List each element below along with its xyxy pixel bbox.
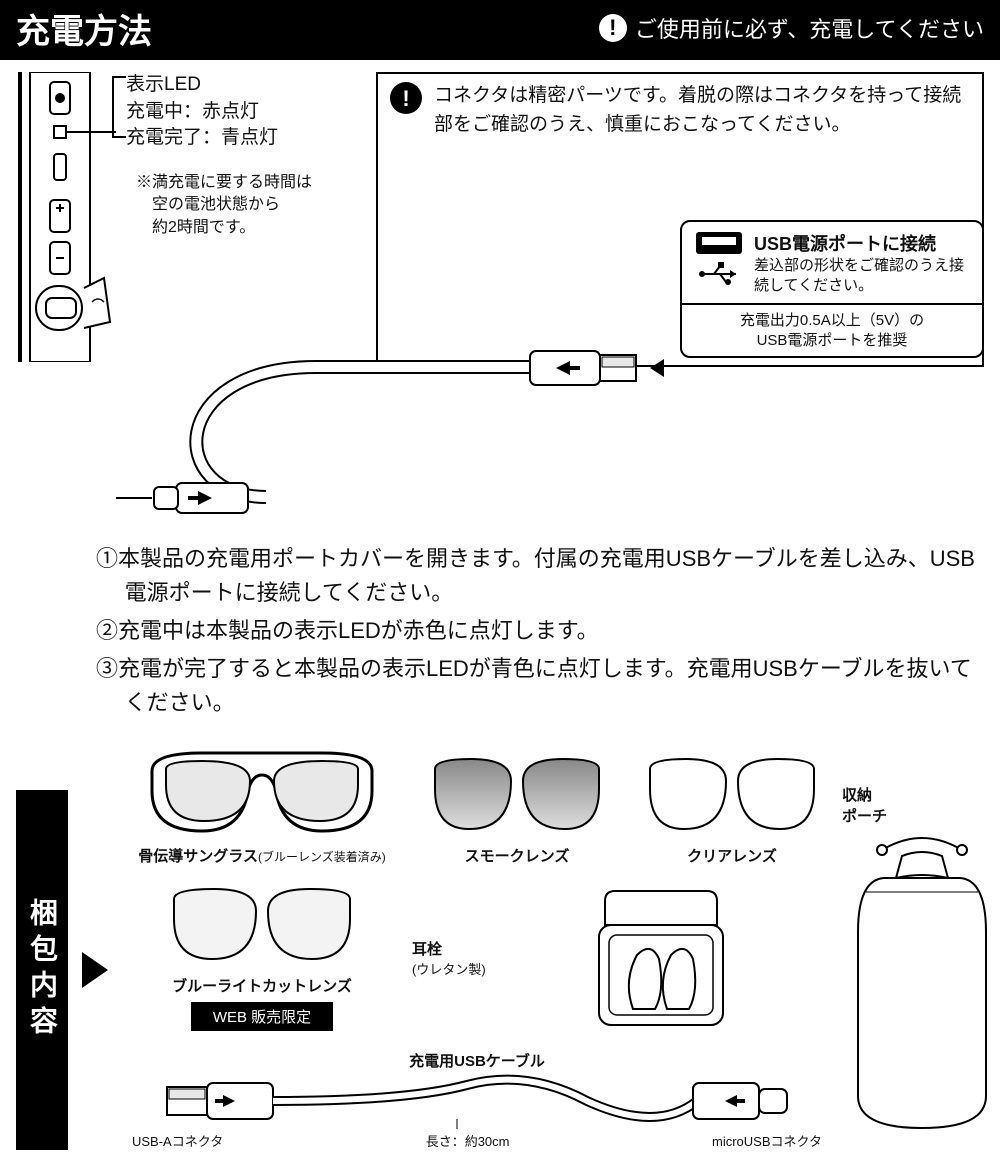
section-title: 充電方法 <box>16 4 152 53</box>
header-bar: 充電方法 ! ご使用前に必ず、充電してください <box>0 0 1000 60</box>
led-info-block: 表示LED 充電中：赤点灯 充電完了：青点灯 ※満充電に要する時間は 空の電池状… <box>126 72 366 367</box>
led-charging-text: 充電中：赤点灯 <box>126 99 366 126</box>
charging-steps: ①本製品の充電用ポートカバーを開きます。付属の充電用USBケーブルを差し込み、U… <box>96 542 984 720</box>
pkg-earplug-label: 耳栓 <box>412 938 486 959</box>
led-done-text: 充電完了：青点灯 <box>126 125 366 152</box>
triangle-pointer-icon <box>82 952 108 988</box>
usb-port-icon <box>694 230 744 295</box>
charge-time-note: ※満充電に要する時間は 空の電池状態から 約2時間です。 <box>136 172 366 239</box>
lens-pair-icon <box>427 751 607 841</box>
pkg-clear-label: クリアレンズ <box>632 845 832 866</box>
header-warning-text: ご使用前に必ず、充電してください <box>635 12 984 44</box>
sunglasses-icon <box>142 741 382 841</box>
pkg-cable-length: 長さ：約30cm <box>426 1131 510 1150</box>
pkg-clear-lens: クリアレンズ <box>632 751 832 866</box>
pkg-usb-cable: 充電用USBケーブル USB-Aコネクタ 長さ：約30cm mic <box>122 1046 832 1150</box>
usb-box-desc: 差込部の形状をご確認のうえ接続してください。 <box>754 256 970 295</box>
pkg-bluecut-label: ブルーライトカットレンズ <box>122 975 402 996</box>
usb-box-title: USB電源ポートに接続 <box>754 230 970 256</box>
pkg-smoke-lens: スモークレンズ <box>412 751 622 866</box>
lens-pair-icon <box>642 751 822 841</box>
pouch-icon <box>852 832 992 1132</box>
header-warning: ! ご使用前に必ず、充電してください <box>599 12 984 44</box>
pkg-pouch: 収納 ポーチ <box>842 730 1000 1132</box>
pkg-sunglasses: 骨伝導サングラス(ブルーレンズ装着済み) <box>122 741 402 866</box>
pkg-usb-a-label: USB-Aコネクタ <box>132 1131 223 1150</box>
pkg-cable-title: 充電用USBケーブル <box>122 1050 832 1071</box>
earplug-case-icon <box>589 881 739 1031</box>
pkg-bluecut-lens: ブルーライトカットレンズ WEB 販売限定 <box>122 881 402 1031</box>
pkg-microusb-label: microUSBコネクタ <box>712 1131 822 1150</box>
step-1: ①本製品の充電用ポートカバーを開きます。付属の充電用USBケーブルを差し込み、U… <box>96 542 984 610</box>
step-3: ③充電が完了すると本製品の表示LEDが青色に点灯します。充電用USBケーブルを抜… <box>96 652 984 720</box>
package-section-label: 梱包内容 <box>16 790 68 1150</box>
exclamation-icon: ! <box>390 82 422 114</box>
device-side-illustration <box>16 72 116 367</box>
web-only-badge: WEB 販売限定 <box>191 1002 333 1031</box>
led-label: 表示LED <box>126 72 366 99</box>
pkg-sunglasses-sub: (ブルーレンズ装着済み) <box>258 850 386 864</box>
pkg-earplug-sub: (ウレタン製) <box>412 959 486 978</box>
usb-box-bottom: 充電出力0.5A以上（5V）の USB電源ポートを推奨 <box>682 305 982 356</box>
step-2: ②充電中は本製品の表示LEDが赤色に点灯します。 <box>96 614 984 648</box>
lens-pair-icon <box>162 881 362 971</box>
pkg-earplugs: 耳栓 (ウレタン製) <box>412 881 832 1031</box>
pkg-smoke-label: スモークレンズ <box>412 845 622 866</box>
exclamation-icon: ! <box>599 14 627 42</box>
usb-cable-icon <box>157 1071 797 1131</box>
pkg-pouch-label: 収納 ポーチ <box>842 784 1000 826</box>
usb-port-info-box: USB電源ポートに接続 差込部の形状をご確認のうえ接続してください。 充電出力0… <box>680 220 984 358</box>
pkg-sunglasses-label: 骨伝導サングラス <box>138 848 258 865</box>
